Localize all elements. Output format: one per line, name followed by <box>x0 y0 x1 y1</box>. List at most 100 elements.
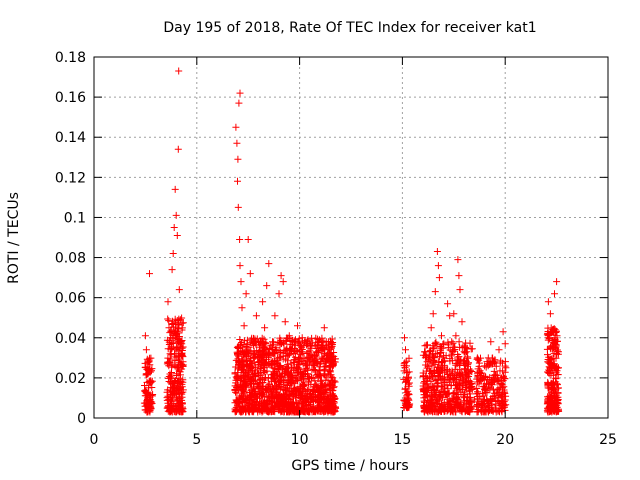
data-point <box>145 403 153 411</box>
data-point <box>258 408 266 416</box>
data-point <box>261 360 268 368</box>
data-point <box>304 373 312 381</box>
data-point <box>145 368 153 376</box>
data-point <box>431 368 439 376</box>
y-tick-label: 0.04 <box>55 331 86 347</box>
data-point <box>552 378 560 386</box>
data-point <box>303 337 311 345</box>
data-point <box>404 376 411 384</box>
x-tick-label: 20 <box>496 432 514 448</box>
data-point <box>236 359 244 367</box>
data-point <box>453 372 461 379</box>
data-point <box>449 347 457 355</box>
data-point <box>501 358 509 366</box>
data-point <box>552 354 560 362</box>
data-point <box>463 344 471 352</box>
data-point <box>263 407 271 415</box>
data-point <box>328 353 336 361</box>
data-points <box>140 67 563 416</box>
data-point <box>240 337 248 345</box>
data-point <box>445 376 453 383</box>
data-point <box>232 388 239 396</box>
chart-title: Day 195 of 2018, Rate Of TEC Index for r… <box>163 20 536 36</box>
data-point <box>293 404 301 411</box>
data-point <box>142 392 150 400</box>
data-point <box>145 384 152 392</box>
data-point <box>242 368 249 376</box>
data-point <box>421 342 429 350</box>
data-point <box>146 270 153 278</box>
data-point <box>179 400 186 408</box>
data-point <box>454 256 462 264</box>
data-point <box>247 339 255 347</box>
data-point <box>169 250 177 257</box>
y-tick-label: 0.18 <box>55 50 86 66</box>
data-point <box>170 224 178 231</box>
data-point <box>318 380 326 388</box>
data-point <box>421 398 429 406</box>
data-point <box>240 388 248 396</box>
data-point <box>427 367 434 375</box>
data-point <box>299 397 307 405</box>
data-point <box>295 335 303 343</box>
x-tick-label: 0 <box>90 432 99 448</box>
data-point <box>273 382 281 390</box>
data-point <box>177 338 185 346</box>
data-point <box>501 368 509 376</box>
data-point <box>486 374 494 382</box>
data-point <box>259 298 267 306</box>
data-point <box>236 398 244 406</box>
data-point <box>166 359 174 366</box>
data-point <box>242 290 250 298</box>
data-point <box>237 364 245 372</box>
data-point <box>171 353 179 361</box>
data-point <box>449 339 457 347</box>
data-point <box>175 67 183 75</box>
data-point <box>435 274 443 282</box>
data-point <box>266 385 274 393</box>
data-point <box>170 339 178 347</box>
data-point <box>271 361 279 369</box>
data-point <box>262 374 269 381</box>
data-point <box>499 377 507 385</box>
data-point <box>277 272 285 280</box>
data-point <box>488 377 496 385</box>
data-point <box>275 402 283 410</box>
data-point <box>448 338 456 346</box>
data-point <box>284 369 292 377</box>
data-point <box>286 340 294 348</box>
data-point <box>297 342 305 350</box>
data-point <box>450 378 457 386</box>
data-point <box>424 362 432 370</box>
data-point <box>289 377 297 385</box>
data-point <box>306 394 314 402</box>
data-point <box>313 406 321 414</box>
data-point <box>279 339 287 347</box>
data-point <box>474 389 482 397</box>
y-tick-label: 0.08 <box>55 251 86 267</box>
data-point <box>447 406 455 414</box>
data-point <box>444 344 452 352</box>
data-point <box>429 373 436 381</box>
data-point <box>322 386 330 394</box>
data-point <box>428 352 436 360</box>
data-point <box>325 367 333 375</box>
data-point <box>405 390 413 398</box>
data-point <box>253 335 261 343</box>
data-point <box>300 376 308 384</box>
data-point <box>438 344 445 352</box>
data-point <box>300 354 308 362</box>
data-point <box>320 400 328 408</box>
data-point <box>432 396 440 404</box>
data-point <box>144 404 152 412</box>
data-point <box>256 365 264 372</box>
data-point <box>177 371 184 379</box>
data-point <box>178 314 186 322</box>
data-point <box>164 298 172 306</box>
data-point <box>480 408 488 416</box>
data-point <box>276 362 283 370</box>
data-point <box>550 344 557 352</box>
y-tick-label: 0.16 <box>55 90 86 106</box>
data-point <box>549 384 556 392</box>
data-point <box>304 348 312 356</box>
